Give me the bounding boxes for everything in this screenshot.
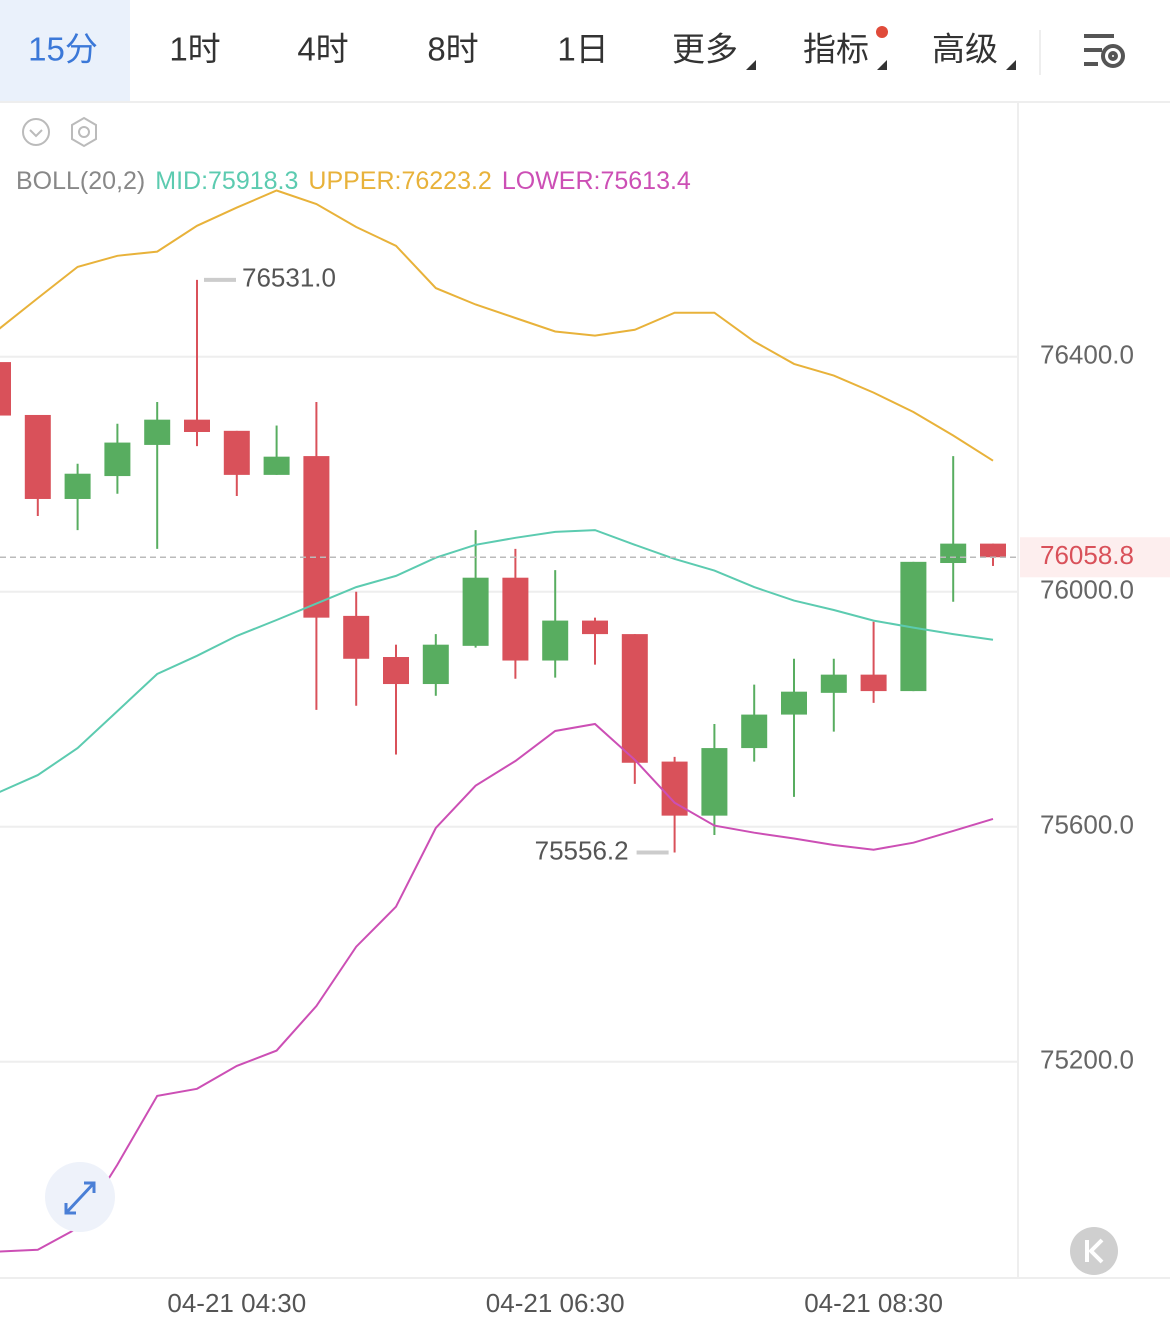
collapse-icon[interactable]	[22, 118, 50, 146]
candle-body	[781, 691, 807, 715]
max-label: 76531.0	[242, 263, 336, 293]
boll-line	[0, 189, 994, 462]
candle-body	[502, 577, 529, 661]
settings-hex-icon[interactable]	[71, 116, 97, 148]
candle-body	[582, 620, 608, 635]
candle-body	[462, 577, 489, 646]
y-tick-label: 76400.0	[1040, 340, 1134, 370]
last-price-label: 76058.8	[1040, 540, 1134, 570]
candle-body	[104, 442, 131, 477]
boll-line	[0, 529, 994, 793]
indicator-legend: BOLL(20,2) MID:75918.3 UPPER:76223.2 LOWER:…	[16, 167, 691, 195]
tab[interactable]: 8时	[427, 31, 478, 68]
badge-dot	[876, 26, 888, 38]
boll-line	[0, 722, 994, 1253]
grid	[0, 355, 1018, 1063]
candle-body	[860, 674, 887, 692]
candle-body	[940, 543, 967, 564]
tab[interactable]: 4时	[297, 31, 348, 68]
overlay: 75200.0 75600.0 76000.0 76400.0 04-21 04:30 0…	[0, 263, 1170, 1318]
candle-body	[303, 456, 330, 618]
tab[interactable]: 指标	[803, 31, 869, 68]
settings-icon[interactable]	[1084, 34, 1125, 68]
legend-entry: LOWER:75613.4	[502, 167, 691, 195]
tab[interactable]: 15分	[28, 31, 98, 68]
candle-body	[343, 615, 370, 659]
candle-body	[64, 473, 91, 499]
candle-body	[24, 414, 51, 499]
tab[interactable]: 1时	[169, 31, 220, 68]
k-icon	[1085, 1238, 1104, 1264]
candle-body	[223, 430, 250, 475]
hex-center	[78, 126, 90, 138]
tab-selected-bg	[0, 0, 130, 102]
candle-body	[820, 674, 847, 693]
candle-body	[184, 419, 210, 432]
dropdown-arrow	[746, 60, 756, 70]
chevron	[29, 129, 43, 138]
legend-entry: MID:75918.3	[155, 167, 298, 195]
x-tick-label: 04-21 06:30	[486, 1288, 625, 1318]
dropdown-arrow	[1006, 60, 1016, 70]
dropdown-arrow	[877, 60, 887, 70]
y-tick-label: 76000.0	[1040, 575, 1134, 605]
plot	[0, 189, 1006, 1253]
candle-body	[144, 419, 171, 445]
candle-body	[422, 644, 449, 685]
y-tick-label: 75600.0	[1040, 810, 1134, 840]
k-button[interactable]	[1070, 1227, 1118, 1275]
y-tick-label: 75200.0	[1040, 1045, 1134, 1075]
x-tick-label: 04-21 04:30	[167, 1288, 306, 1318]
last-price-bg	[1020, 537, 1170, 578]
candle-body	[383, 657, 409, 685]
x-tick-label: 04-21 08:30	[804, 1288, 943, 1318]
tab[interactable]: 1日	[557, 31, 608, 68]
candle-body	[621, 634, 648, 763]
tab[interactable]: 更多	[672, 31, 738, 68]
min-label: 75556.2	[535, 835, 629, 865]
candle-body	[0, 362, 11, 416]
candle-body	[741, 714, 768, 749]
candle-body	[542, 620, 569, 661]
indicator-name: BOLL(20,2)	[16, 167, 145, 195]
tab[interactable]: 高级	[932, 31, 998, 68]
expand-icon	[64, 1181, 96, 1215]
legend-entry: UPPER:76223.2	[308, 167, 491, 195]
candle-body	[263, 456, 290, 475]
candle-body	[701, 748, 728, 816]
candle-body	[980, 543, 1006, 558]
